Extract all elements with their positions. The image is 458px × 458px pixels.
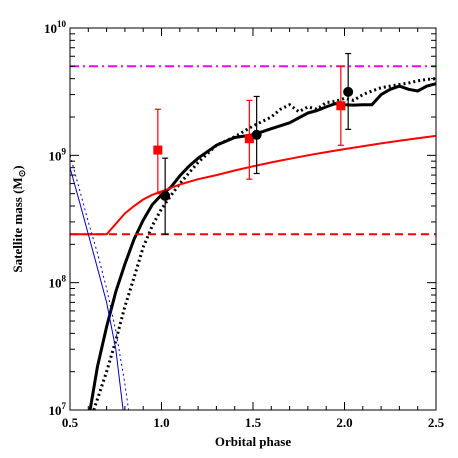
y-tick-label-exponent: 7 — [62, 401, 67, 411]
y-tick-label-exponent: 9 — [62, 146, 67, 156]
data-point-red-square-2 — [244, 134, 254, 144]
x-tick-label: 1.5 — [245, 415, 262, 430]
y-tick-label-exponent: 8 — [62, 274, 67, 284]
y-tick-label-base: 10 — [44, 21, 57, 36]
points-layer — [153, 52, 354, 235]
data-point-red-square-1 — [153, 145, 163, 155]
y-axis-label-subscript: ⊙ — [17, 170, 27, 178]
y-axis-label-close: ) — [10, 165, 25, 169]
series-line-black-solid — [88, 82, 436, 410]
x-tick-label: 2.0 — [336, 415, 352, 430]
x-tick-label: 0.5 — [62, 415, 79, 430]
series-layer — [70, 65, 436, 410]
data-point-black-circle-1 — [160, 190, 171, 201]
y-axis-label: Satellite mass (M⊙) — [10, 165, 27, 272]
x-tick-label: 1.0 — [153, 415, 169, 430]
y-tick-label-exponent: 10 — [57, 19, 67, 29]
y-tick-label: 108 — [49, 274, 67, 291]
series-line-blue-dotted — [70, 155, 130, 410]
y-tick-label-base: 10 — [49, 148, 62, 163]
y-tick-label: 1010 — [44, 19, 67, 36]
x-tick-label: 2.5 — [428, 415, 445, 430]
y-tick-label: 107 — [49, 401, 67, 418]
series-line-blue-solid — [70, 167, 124, 410]
series-line-red-solid — [70, 134, 436, 236]
y-tick-label: 109 — [49, 146, 67, 163]
plot-frame — [69, 27, 437, 411]
data-point-red-square-3 — [336, 101, 346, 111]
data-point-black-circle-2 — [251, 129, 262, 140]
y-tick-label-base: 10 — [49, 276, 62, 291]
y-tick-label-base: 10 — [49, 403, 62, 418]
x-axis-label: Orbital phase — [215, 434, 291, 449]
data-point-black-circle-3 — [343, 86, 354, 97]
y-axis-label-main: Satellite mass (M — [10, 177, 25, 272]
series-line-black-dotted — [92, 77, 436, 410]
